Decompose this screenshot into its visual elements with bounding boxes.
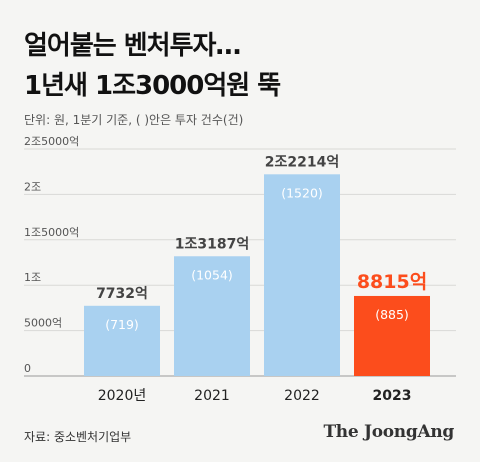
bar-count-label: (885): [375, 307, 409, 322]
y-tick-label: 2조: [24, 180, 41, 193]
bar-value-label: 8815억: [357, 271, 427, 293]
bar: [174, 256, 250, 376]
y-tick-label: 2조5000억: [24, 135, 79, 148]
bar-value-label: 1조3187억: [175, 236, 249, 252]
brand-logo: The JoongAng: [323, 422, 454, 442]
bar: [84, 305, 160, 376]
source-note: 자료: 중소벤처기업부: [24, 430, 132, 444]
chart-title: 얼어붙는 벤처투자… 1년새 1조3000억원 뚝: [24, 26, 281, 106]
bar: [264, 174, 340, 376]
y-tick-label: 1조: [24, 271, 41, 284]
x-tick-label: 2021: [194, 388, 230, 404]
x-tick-label: 2023: [373, 388, 412, 404]
bar: [354, 295, 430, 376]
bar-count-label: (1520): [281, 185, 323, 200]
title-line-1: 얼어붙는 벤처투자…: [24, 31, 241, 61]
bar-count-label: (719): [105, 317, 139, 332]
x-tick-label: 2020년: [98, 388, 147, 404]
y-tick-label: 1조5000억: [24, 226, 79, 239]
bar-count-label: (1054): [191, 267, 233, 282]
bar-value-label: 7732억: [96, 286, 148, 302]
y-tick-label: 0: [24, 362, 31, 375]
bar-value-label: 2조2214억: [265, 154, 339, 170]
y-tick-label: 5000억: [24, 317, 62, 330]
unit-note: 단위: 원, 1분기 기준, ( )안은 투자 건수(건): [24, 113, 244, 127]
x-tick-label: 2022: [284, 388, 320, 404]
title-line-2: 1년새 1조3000억원 뚝: [24, 71, 281, 101]
